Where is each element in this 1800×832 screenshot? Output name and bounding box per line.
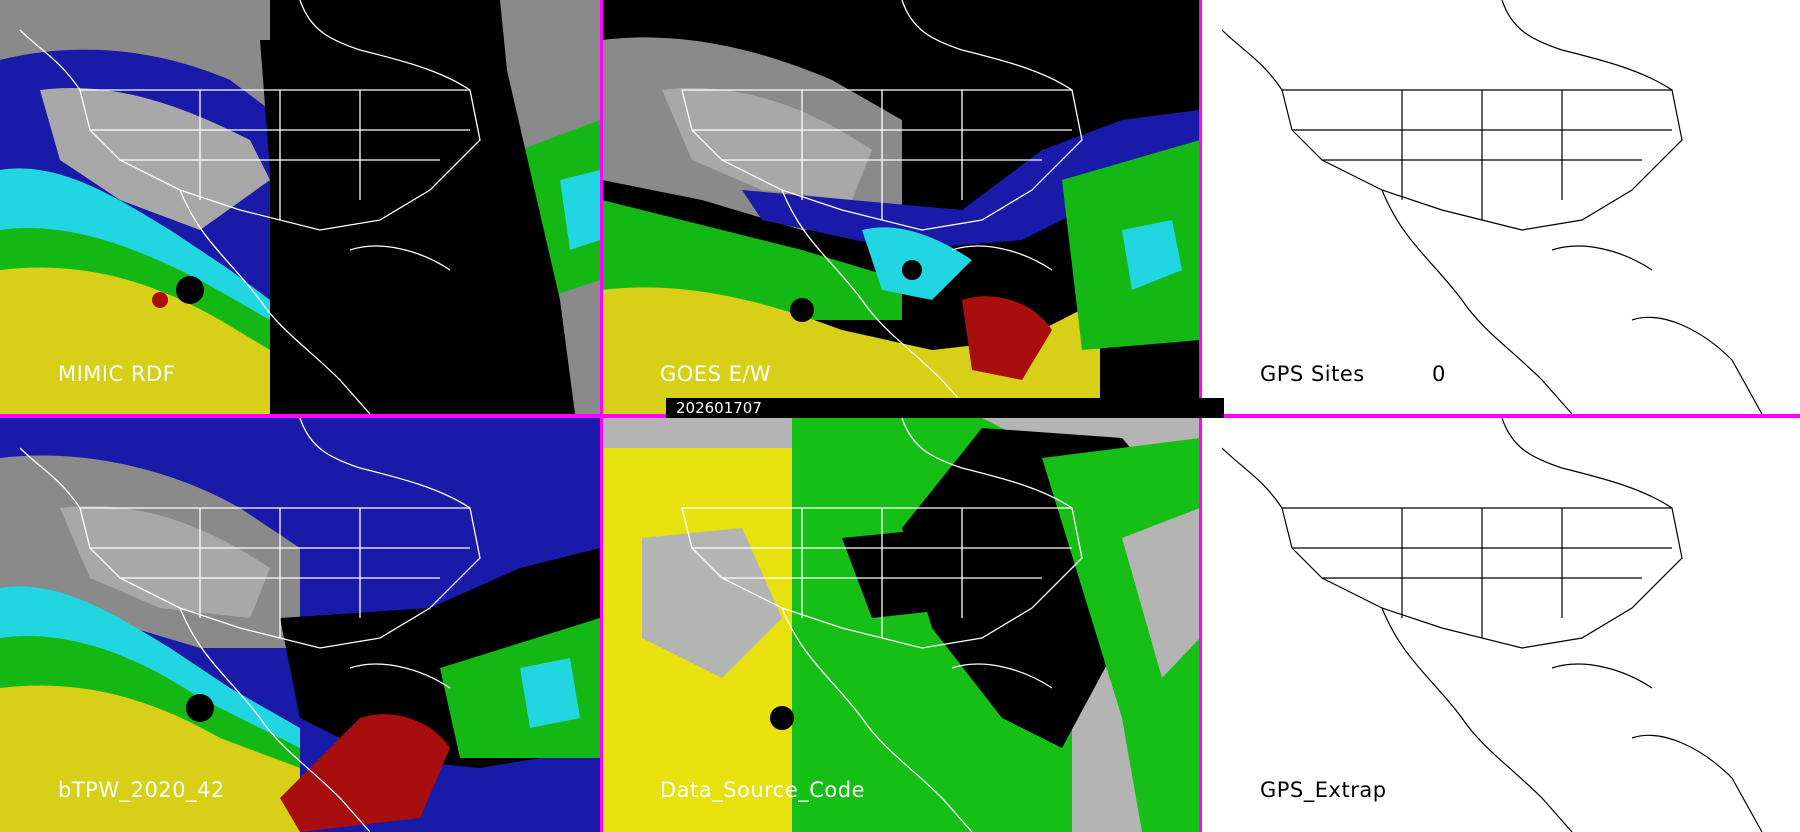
- panel-btpw[interactable]: bTPW_2020_42: [0, 418, 600, 832]
- panel-goes-ew[interactable]: GOES E/W: [602, 0, 1200, 414]
- panel-data-source-code[interactable]: Data_Source_Code: [602, 418, 1200, 832]
- timestamp-label: 202601707: [676, 399, 762, 417]
- gps-extrap-map: [1202, 418, 1800, 832]
- btpw-map: [0, 418, 600, 832]
- gps-sites-count: 0: [1432, 362, 1446, 386]
- gps-sites-map: [1202, 0, 1800, 414]
- panel-label: MIMIC RDF: [58, 362, 176, 386]
- panel-label: GOES E/W: [660, 362, 772, 386]
- mimic-rdf-map: [0, 0, 600, 414]
- panel-gps-extrap[interactable]: GPS_Extrap: [1202, 418, 1800, 832]
- panel-label: GPS Sites: [1260, 362, 1365, 386]
- panel-label: bTPW_2020_42: [58, 778, 225, 802]
- panel-mimic-rdf[interactable]: MIMIC RDF: [0, 0, 600, 414]
- panel-label: GPS_Extrap: [1260, 778, 1387, 802]
- data-source-code-map: [602, 418, 1200, 832]
- goes-ew-map: [602, 0, 1200, 414]
- panel-label: Data_Source_Code: [660, 778, 866, 802]
- timestamp-bar: 202601707: [666, 398, 1224, 418]
- panel-gps-sites[interactable]: GPS Sites 0: [1202, 0, 1800, 414]
